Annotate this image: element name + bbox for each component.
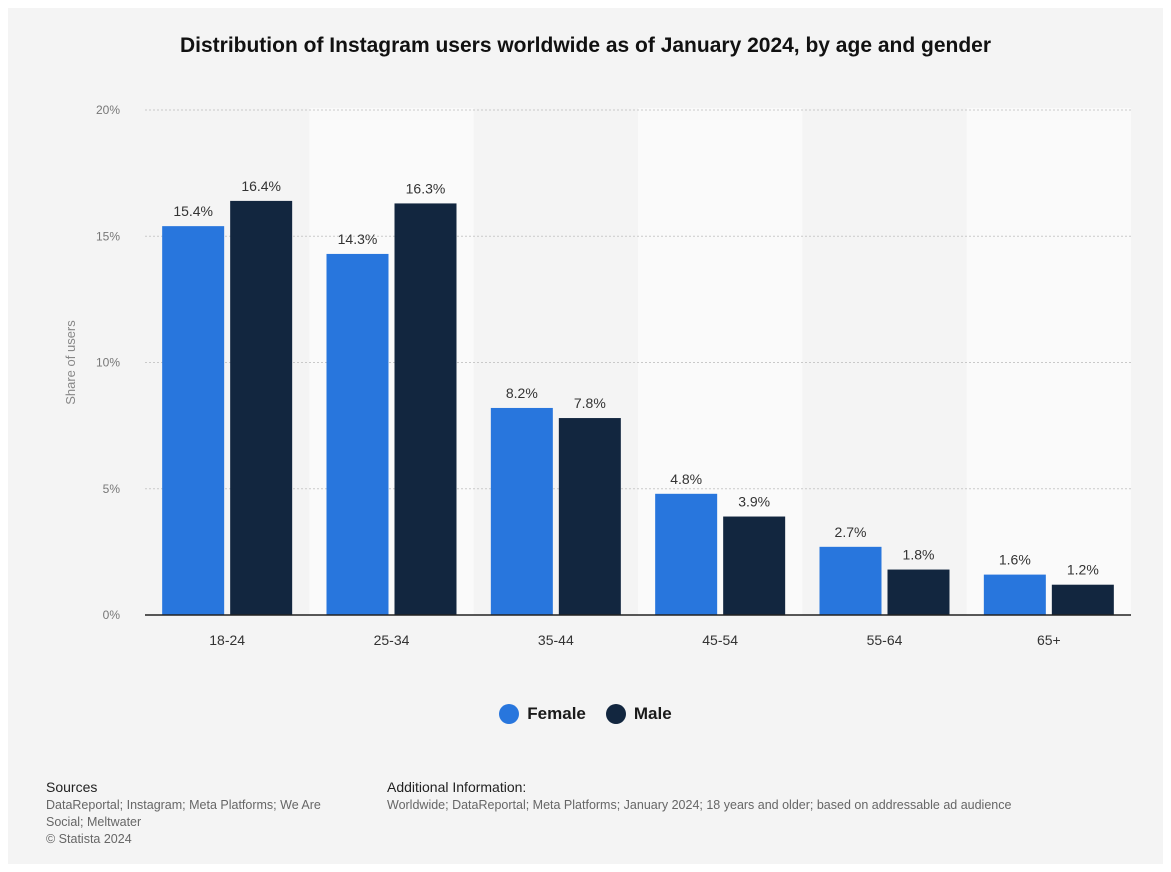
data-label-male: 16.3% (406, 180, 446, 196)
legend-label-male: Male (633, 704, 672, 723)
y-tick-label: 10% (96, 356, 120, 370)
data-label-female: 1.6% (999, 552, 1031, 568)
additional-info-text: Worldwide; DataReportal; Meta Platforms;… (387, 798, 1012, 812)
x-tick-label: 55-64 (867, 632, 903, 648)
legend-label-female: Female (527, 704, 586, 723)
bar-male (230, 200, 293, 615)
bar-female (819, 546, 882, 615)
bar-male (394, 203, 457, 616)
y-tick-label: 15% (96, 229, 120, 243)
legend-item-male[interactable]: Male (605, 704, 672, 724)
bar-female (162, 226, 225, 615)
data-label-male: 3.9% (738, 494, 770, 510)
data-label-male: 7.8% (574, 395, 606, 411)
bar-female (490, 407, 553, 615)
chart-title: Distribution of Instagram users worldwid… (179, 34, 992, 57)
male-swatch-icon (605, 704, 626, 724)
bar-male (1051, 584, 1114, 615)
bar-female (655, 493, 718, 615)
y-tick-label: 5% (103, 482, 121, 496)
bar-female (983, 574, 1046, 615)
female-swatch-icon (499, 704, 520, 724)
additional-info-block: Additional Information: Worldwide; DataR… (387, 779, 1147, 814)
data-label-female: 4.8% (670, 471, 702, 487)
data-label-female: 15.4% (173, 203, 213, 219)
background-band (966, 108, 1131, 615)
data-label-male: 1.2% (1067, 562, 1099, 578)
x-tick-label: 18-24 (209, 632, 245, 648)
x-tick-label: 45-54 (702, 632, 738, 648)
y-axis-title: Share of users (63, 320, 78, 405)
data-label-male: 16.4% (241, 178, 281, 194)
y-tick-label: 0% (103, 608, 121, 622)
x-tick-label: 25-34 (374, 632, 410, 648)
data-label-female: 8.2% (506, 385, 538, 401)
bar-male (723, 516, 786, 615)
additional-info-heading: Additional Information: (387, 779, 527, 795)
x-tick-label: 35-44 (538, 632, 574, 648)
sources-line: Social; Meltwater (46, 815, 142, 829)
chart-plot: 0% 5% 10% 15% 20% Share of users 15.4% 16.4% 18-… (63, 103, 1131, 648)
copyright-line: © Statista 2024 (46, 832, 132, 846)
sources-block: Sources DataReportal; Instagram; Meta Pl… (46, 779, 376, 848)
y-tick-label: 20% (96, 103, 120, 117)
data-label-female: 2.7% (835, 524, 867, 540)
legend-item-female[interactable]: Female (499, 704, 586, 724)
data-label-male: 1.8% (903, 547, 935, 563)
sources-line: DataReportal; Instagram; Meta Platforms;… (46, 798, 321, 812)
sources-heading: Sources (46, 779, 98, 795)
bar-male (887, 569, 950, 615)
chart-legend: Female Male (0, 704, 1171, 724)
bar-male (558, 418, 621, 615)
bar-female (326, 253, 389, 616)
x-tick-label: 65+ (1037, 632, 1061, 648)
data-label-female: 14.3% (338, 231, 378, 247)
